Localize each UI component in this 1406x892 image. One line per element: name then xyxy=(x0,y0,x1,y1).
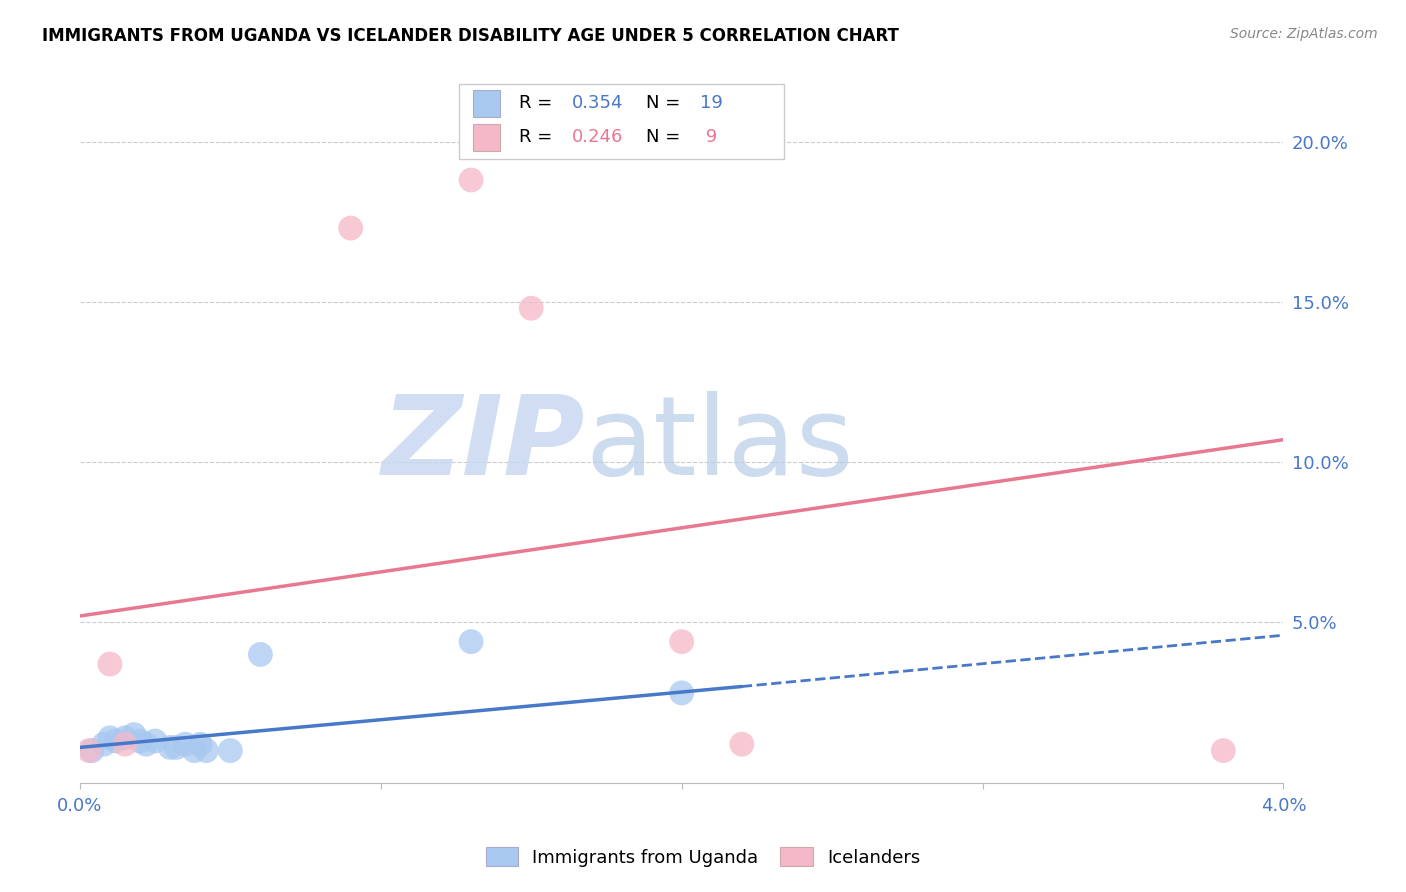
FancyBboxPatch shape xyxy=(474,124,501,151)
FancyBboxPatch shape xyxy=(474,90,501,117)
Point xyxy=(460,634,482,648)
Point xyxy=(520,301,543,316)
Point xyxy=(114,737,136,751)
Text: atlas: atlas xyxy=(585,391,853,498)
Point xyxy=(195,743,218,757)
Point xyxy=(114,731,136,745)
Point xyxy=(339,221,361,235)
Point xyxy=(174,737,197,751)
Text: 0.246: 0.246 xyxy=(572,128,623,146)
Point xyxy=(159,740,181,755)
Point xyxy=(104,734,127,748)
Text: N =: N = xyxy=(645,95,686,112)
Text: 19: 19 xyxy=(700,95,723,112)
Point xyxy=(77,743,100,757)
Point xyxy=(122,728,145,742)
Point xyxy=(671,634,693,648)
Point xyxy=(80,743,103,757)
Text: 0.354: 0.354 xyxy=(572,95,624,112)
Text: N =: N = xyxy=(645,128,686,146)
Point xyxy=(460,173,482,187)
Point xyxy=(731,737,754,751)
Point xyxy=(98,657,121,671)
Point xyxy=(135,737,157,751)
Text: R =: R = xyxy=(519,128,558,146)
Point xyxy=(98,731,121,745)
Point xyxy=(93,737,115,751)
Point xyxy=(183,743,205,757)
Text: R =: R = xyxy=(519,95,558,112)
FancyBboxPatch shape xyxy=(458,85,785,159)
Text: Source: ZipAtlas.com: Source: ZipAtlas.com xyxy=(1230,27,1378,41)
Point xyxy=(671,686,693,700)
Point xyxy=(1212,743,1234,757)
Text: IMMIGRANTS FROM UGANDA VS ICELANDER DISABILITY AGE UNDER 5 CORRELATION CHART: IMMIGRANTS FROM UGANDA VS ICELANDER DISA… xyxy=(42,27,898,45)
Point xyxy=(188,737,211,751)
Legend: Immigrants from Uganda, Icelanders: Immigrants from Uganda, Icelanders xyxy=(478,840,928,874)
Point xyxy=(219,743,242,757)
Point xyxy=(249,648,271,662)
Text: 9: 9 xyxy=(700,128,717,146)
Point xyxy=(165,740,187,755)
Text: ZIP: ZIP xyxy=(382,391,585,498)
Point xyxy=(129,734,152,748)
Point xyxy=(143,734,166,748)
